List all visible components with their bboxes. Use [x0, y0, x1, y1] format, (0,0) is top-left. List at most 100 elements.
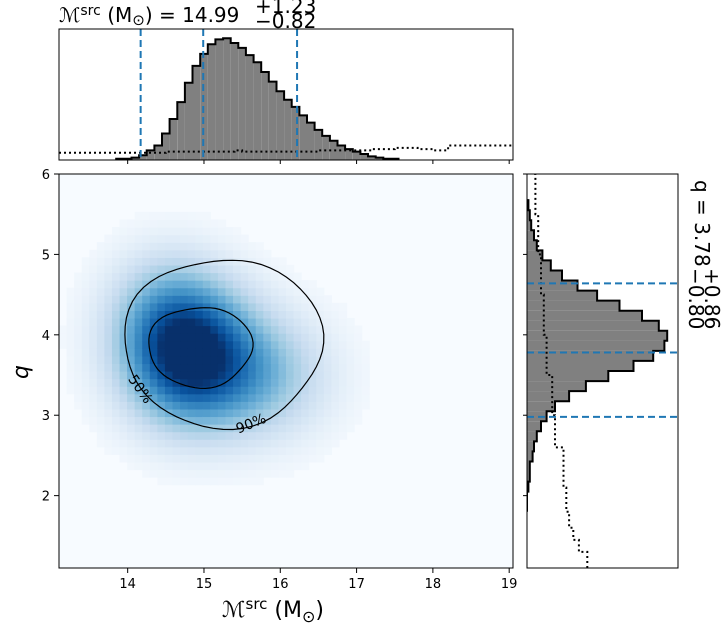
- heatmap-cell: [278, 317, 287, 327]
- heatmap-cell: [270, 287, 280, 296]
- heatmap-cell: [263, 424, 272, 433]
- heatmap-cell: [255, 363, 264, 372]
- heatmap-cell: [195, 355, 204, 365]
- heatmap-cell: [202, 219, 211, 228]
- heatmap-cell: [217, 280, 227, 289]
- right-hist-bar: [527, 350, 654, 361]
- heatmap-cell: [172, 302, 181, 311]
- heatmap-cell: [233, 340, 242, 349]
- heatmap-cell: [240, 355, 249, 365]
- heatmap-cell: [248, 325, 257, 334]
- heatmap-cell: [172, 446, 181, 455]
- heatmap-cell: [217, 219, 227, 228]
- top-marginal-title: ℳsrc (M⊙) = 14.99: [59, 3, 239, 29]
- heatmap-cell: [104, 386, 113, 395]
- heatmap-cell: [233, 371, 242, 380]
- heatmap-cell: [255, 469, 264, 478]
- heatmap-cell: [157, 340, 166, 349]
- heatmap-cell: [255, 371, 264, 380]
- heatmap-cell: [202, 333, 211, 342]
- heatmap-cell: [217, 393, 227, 402]
- top-hist-bar: [368, 156, 376, 160]
- heatmap-cell: [74, 272, 83, 281]
- heatmap-cell: [240, 386, 249, 395]
- heatmap-cell: [96, 363, 105, 372]
- heatmap-cell: [210, 446, 219, 455]
- heatmap-cell: [301, 386, 310, 395]
- heatmap-cell: [164, 371, 174, 380]
- heatmap-cell: [286, 386, 295, 395]
- heatmap-cell: [157, 211, 166, 221]
- heatmap-cell: [104, 363, 113, 372]
- heatmap-cell: [119, 454, 128, 463]
- heatmap-cell: [119, 249, 128, 258]
- heatmap-cell: [331, 340, 340, 349]
- heatmap-cell: [210, 408, 219, 418]
- heatmap-cell: [278, 386, 287, 395]
- right-hist-bar: [527, 371, 609, 382]
- heatmap-cell: [202, 371, 211, 380]
- heatmap-cell: [195, 431, 204, 440]
- heatmap-cell: [81, 378, 90, 387]
- heatmap-cell: [172, 249, 181, 258]
- heatmap-cell: [187, 310, 196, 319]
- heatmap-cell: [142, 355, 151, 365]
- heatmap-cell: [240, 333, 249, 342]
- top-hist-bar: [154, 145, 162, 160]
- heatmap-cell: [240, 317, 249, 327]
- heatmap-cell: [104, 317, 113, 327]
- heatmap-cell: [180, 340, 189, 349]
- heatmap-cell: [96, 401, 105, 410]
- heatmap-cell: [195, 249, 204, 258]
- heatmap-cell: [195, 242, 204, 251]
- heatmap-cell: [134, 317, 143, 327]
- heatmap-cell: [142, 461, 151, 471]
- joint-frame: [58, 173, 514, 569]
- heatmap-cell: [202, 317, 211, 327]
- heatmap-cell: [127, 363, 136, 372]
- heatmap-cell: [286, 469, 295, 478]
- heatmap-cell: [248, 302, 257, 311]
- y-tick-label: 6: [42, 168, 50, 183]
- heatmap-cell: [338, 302, 348, 311]
- heatmap-cell: [240, 325, 249, 334]
- heatmap-cell: [225, 461, 234, 471]
- heatmap-cell: [96, 302, 105, 311]
- heatmap-cell: [210, 431, 219, 440]
- heatmap-cell: [278, 446, 287, 455]
- heatmap-cell: [286, 302, 295, 311]
- heatmap-cell: [142, 363, 151, 372]
- heatmap-cell: [180, 401, 189, 410]
- heatmap-cell: [157, 386, 166, 395]
- heatmap-cell: [180, 371, 189, 380]
- heatmap-cell: [149, 408, 158, 418]
- heatmap-cell: [119, 242, 128, 251]
- heatmap-cell: [286, 280, 295, 289]
- heatmap-cell: [308, 401, 317, 410]
- heatmap-cell: [111, 249, 121, 258]
- heatmap-cell: [157, 272, 166, 281]
- heatmap-cell: [346, 393, 355, 402]
- heatmap-cell: [142, 219, 151, 228]
- right-hist-bar: [527, 220, 532, 231]
- heatmap-cell: [316, 431, 325, 440]
- heatmap-cell: [286, 408, 295, 418]
- heatmap-cell: [202, 310, 211, 319]
- heatmap-cell: [225, 242, 234, 251]
- heatmap-cell: [217, 325, 227, 334]
- heatmap-cell: [119, 378, 128, 387]
- heatmap-cell: [142, 317, 151, 327]
- heatmap-cell: [354, 363, 363, 372]
- heatmap-cell: [270, 302, 280, 311]
- heatmap-cell: [119, 446, 128, 455]
- heatmap-cell: [286, 340, 295, 349]
- heatmap-cell: [278, 439, 287, 448]
- heatmap-cell: [149, 325, 158, 334]
- heatmap-cell: [119, 325, 128, 334]
- heatmap-cell: [134, 446, 143, 455]
- heatmap-cell: [316, 287, 325, 296]
- heatmap-cell: [255, 401, 264, 410]
- heatmap-cell: [134, 242, 143, 251]
- heatmap-cell: [316, 446, 325, 455]
- heatmap-cell: [134, 249, 143, 258]
